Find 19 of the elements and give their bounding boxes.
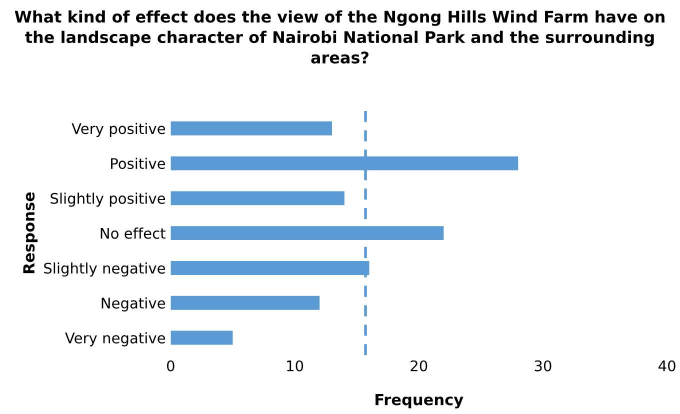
chart-title: What kind of effect does the view of the Ngong Hills Wind Farm have on the landscape character of Nairobi National Park and the surrounding areas?	[14, 10, 664, 64]
y-tick-label: Negative	[102, 297, 166, 312]
y-tick-label: Slightly positive	[50, 192, 166, 207]
bar	[170, 121, 332, 136]
bar	[170, 191, 344, 206]
y-axis-title: Response	[23, 192, 38, 274]
bar	[170, 330, 233, 345]
x-tick-label: 30	[534, 360, 552, 372]
x-tick-label: 10	[287, 360, 304, 372]
y-tick-label: Slightly negative	[44, 262, 166, 277]
x-tick-label: 20	[410, 360, 428, 372]
bar	[170, 296, 320, 310]
y-tick-label: Positive	[111, 158, 166, 170]
x-tick-label: 0	[167, 360, 174, 372]
x-tick-label: 40	[658, 360, 676, 372]
x-axis-title: Frequency	[376, 394, 464, 408]
y-tick-label: Very negative	[65, 332, 166, 346]
y-tick-label: Very positive	[72, 122, 166, 137]
y-tick-label: No effect	[100, 228, 166, 239]
